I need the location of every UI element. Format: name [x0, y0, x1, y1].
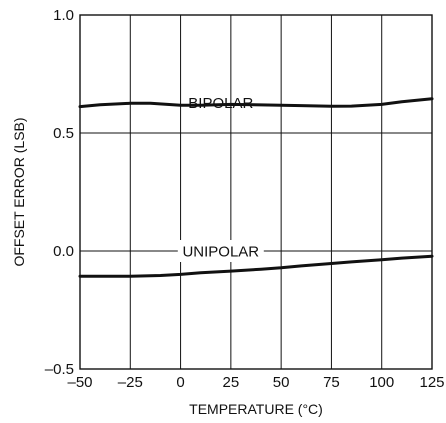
x-tick-label: –50 — [67, 374, 92, 391]
series-label-bipolar: BIPOLAR — [188, 95, 253, 112]
series-line-bipolar — [78, 97, 434, 109]
series-lines — [78, 97, 434, 278]
x-axis-label: TEMPERATURE (°C) — [189, 401, 323, 417]
y-tick-label: 1.0 — [53, 7, 74, 24]
x-tick-label: 100 — [369, 374, 394, 391]
x-tick-label: 0 — [176, 374, 184, 391]
x-tick-label: –25 — [118, 374, 143, 391]
series-labels: BIPOLAR UNIPOLAR — [177, 95, 264, 262]
x-tick-label: 75 — [323, 374, 340, 391]
y-tick-label: 0.5 — [53, 125, 74, 142]
y-axis-label: OFFSET ERROR (LSB) — [11, 117, 27, 266]
series-label-unipolar: UNIPOLAR — [182, 244, 259, 261]
y-tick-label: 0.0 — [53, 243, 74, 260]
series-line-unipolar — [78, 254, 434, 278]
series-label-background — [177, 240, 264, 262]
x-tick-label: 50 — [273, 374, 290, 391]
y-tick-label: –0.5 — [45, 361, 74, 378]
x-tick-label: 125 — [419, 374, 444, 391]
plot-frame — [79, 14, 433, 370]
tick-labels: –50 –25 0 25 50 75 100 125 –0.5 0.0 0.5 1.0 — [45, 7, 445, 391]
x-tick-label: 25 — [223, 374, 240, 391]
grid — [79, 14, 433, 370]
